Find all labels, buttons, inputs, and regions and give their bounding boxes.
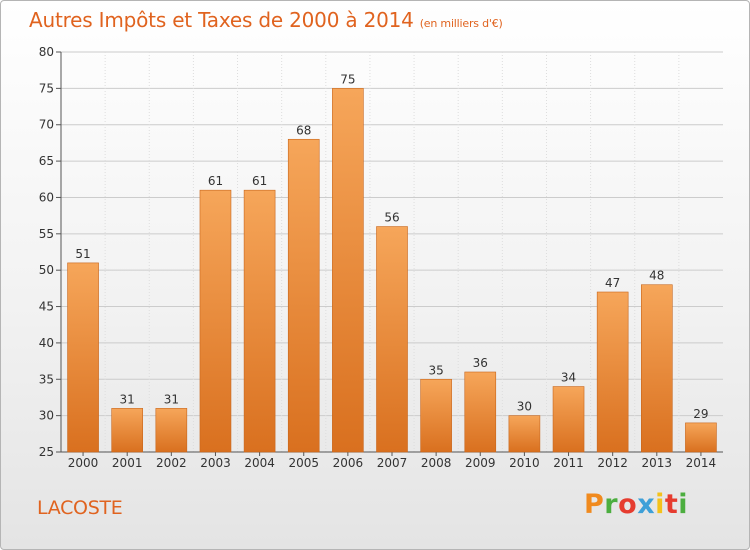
logo-letter: i bbox=[678, 489, 689, 520]
axes: 25 30 35 40 45 50 55 60 65 70 75 80 2000 2001 2002 2003… bbox=[39, 45, 723, 470]
data-label-2000: 51 bbox=[75, 247, 90, 261]
y-tick-label: 35 bbox=[39, 372, 54, 386]
data-label-2014: 29 bbox=[693, 407, 708, 421]
x-tick-label-2011: 2011 bbox=[553, 456, 584, 470]
x-tick-label-2002: 2002 bbox=[156, 456, 187, 470]
data-label-2002: 31 bbox=[164, 392, 179, 406]
bar-2001[interactable] bbox=[111, 408, 143, 453]
x-tick-label-2012: 2012 bbox=[597, 456, 628, 470]
y-tick-label: 60 bbox=[39, 190, 54, 204]
logo-letter: t bbox=[664, 489, 679, 520]
y-tick-label: 65 bbox=[39, 154, 54, 168]
x-tick-label-2007: 2007 bbox=[377, 456, 408, 470]
logo-letter: i bbox=[655, 489, 665, 520]
logo-letter: P bbox=[584, 489, 605, 520]
data-label-2001: 31 bbox=[120, 392, 135, 406]
y-tick-label: 55 bbox=[39, 227, 54, 241]
y-tick-label: 50 bbox=[39, 263, 54, 277]
bar-2013[interactable] bbox=[640, 284, 673, 453]
y-tick-label: 70 bbox=[39, 118, 54, 132]
chart-subtitle: (en milliers d'€) bbox=[419, 17, 503, 30]
bar-2002[interactable] bbox=[155, 408, 188, 453]
y-tick-label: 40 bbox=[39, 336, 54, 350]
bar-2007[interactable] bbox=[376, 226, 408, 453]
bar-2003[interactable] bbox=[199, 189, 232, 453]
data-label-2012: 47 bbox=[605, 276, 620, 290]
x-tick-label-2014: 2014 bbox=[686, 456, 717, 470]
x-tick-label-2001: 2001 bbox=[112, 456, 143, 470]
chart-title: Autres Impôts et Taxes de 2000 à 2014 (en… bbox=[29, 8, 503, 32]
data-label-2004: 61 bbox=[252, 174, 267, 188]
bar-2014[interactable] bbox=[685, 422, 717, 453]
data-label-2007: 56 bbox=[384, 211, 399, 225]
proxiti-logo[interactable]: Proxiti bbox=[584, 489, 688, 520]
bar-2010[interactable] bbox=[508, 415, 541, 453]
bar-2009[interactable] bbox=[464, 371, 497, 453]
x-tick-label-2006: 2006 bbox=[333, 456, 364, 470]
logo-letter: o bbox=[618, 489, 638, 520]
logo-letter: r bbox=[604, 489, 619, 520]
y-tick-label: 80 bbox=[39, 45, 54, 59]
chart-title-text: Autres Impôts et Taxes de 2000 à 2014 bbox=[29, 8, 414, 32]
data-label-2008: 35 bbox=[428, 363, 443, 377]
data-label-2011: 34 bbox=[561, 371, 576, 385]
bar-2006[interactable] bbox=[332, 88, 364, 453]
data-label-2003: 61 bbox=[208, 174, 223, 188]
x-tick-label-2003: 2003 bbox=[200, 456, 231, 470]
x-tick-label-2004: 2004 bbox=[244, 456, 275, 470]
bar-2012[interactable] bbox=[596, 291, 629, 453]
commune-name: LACOSTE bbox=[37, 497, 123, 519]
x-tick-label-2005: 2005 bbox=[288, 456, 319, 470]
y-tick-label: 30 bbox=[39, 409, 54, 423]
y-tick-label: 25 bbox=[39, 445, 54, 459]
bar-2005[interactable] bbox=[287, 138, 320, 453]
bar-2004[interactable] bbox=[243, 189, 276, 453]
bar-2000[interactable] bbox=[67, 262, 99, 453]
data-label-2006: 75 bbox=[340, 72, 355, 86]
data-label-2005: 68 bbox=[296, 123, 311, 137]
logo-letter: x bbox=[637, 489, 656, 520]
bar-2008[interactable] bbox=[420, 378, 452, 453]
data-label-2009: 36 bbox=[473, 356, 488, 370]
data-label-2010: 30 bbox=[517, 400, 532, 414]
y-tick-label: 45 bbox=[39, 300, 54, 314]
x-tick-label-2010: 2010 bbox=[509, 456, 540, 470]
bars bbox=[67, 88, 717, 453]
x-tick-label-2000: 2000 bbox=[68, 456, 99, 470]
y-tick-label: 75 bbox=[39, 81, 54, 95]
x-tick-label-2013: 2013 bbox=[642, 456, 673, 470]
data-label-2013: 48 bbox=[649, 269, 664, 283]
bar-2011[interactable] bbox=[552, 386, 585, 453]
x-tick-label-2009: 2009 bbox=[465, 456, 496, 470]
data-labels: 51 31 31 61 61 68 75 56 35 36 30 34 47 48 29 bbox=[75, 72, 708, 421]
x-tick-label-2008: 2008 bbox=[421, 456, 452, 470]
